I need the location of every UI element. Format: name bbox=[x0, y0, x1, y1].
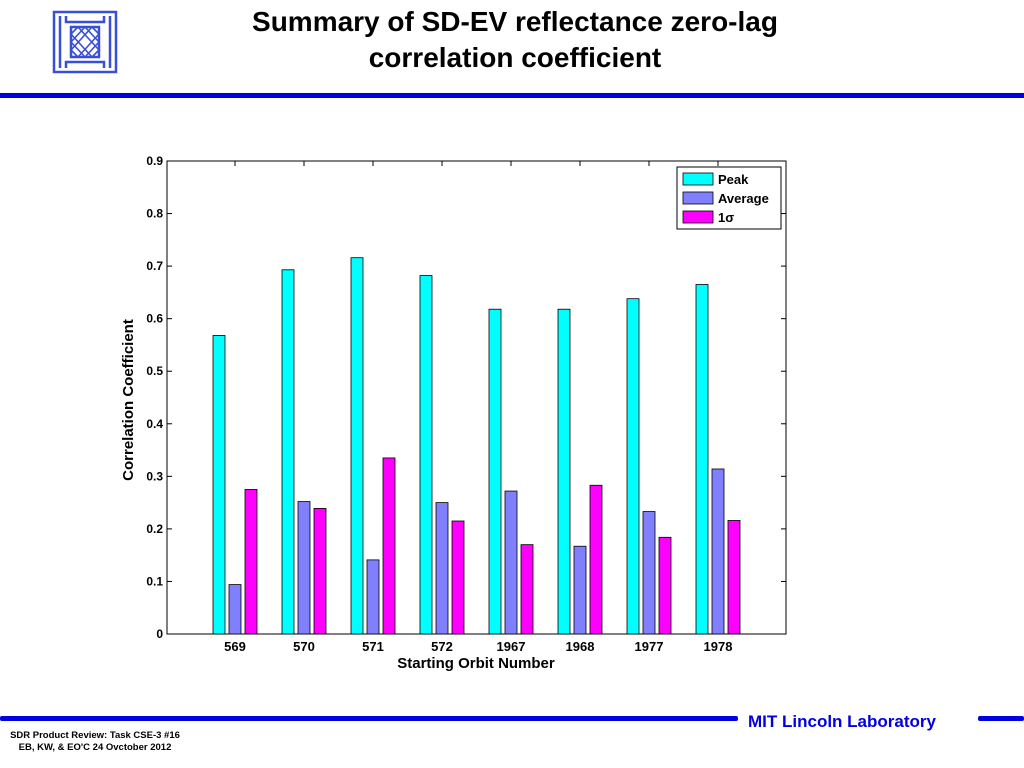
footer-notes: SDR Product Review: Task CSE-3 #16 EB, K… bbox=[0, 730, 190, 754]
bar-peak-569 bbox=[212, 335, 226, 635]
legend-swatch bbox=[682, 191, 714, 205]
y-tick-label: 0 bbox=[156, 627, 163, 641]
bar-average-570 bbox=[297, 501, 311, 635]
bar-1-1968 bbox=[589, 484, 603, 635]
x-tick-label: 1978 bbox=[704, 639, 733, 654]
y-axis-title: Correlation Coefficient bbox=[120, 319, 137, 481]
footer-organization: MIT Lincoln Laboratory bbox=[748, 712, 936, 731]
bars bbox=[212, 257, 741, 635]
slide-title-line-2: correlation coefficient bbox=[368, 42, 662, 73]
x-tick-label: 570 bbox=[293, 639, 315, 654]
bar-1-1978 bbox=[727, 520, 741, 635]
footer-note-line-2: EB, KW, & EO'C 24 Ovctober 2012 bbox=[18, 742, 172, 753]
bar-peak-1967 bbox=[488, 308, 502, 635]
y-tick-label: 0.2 bbox=[146, 522, 163, 536]
slide-title: Summary of SD-EV reflectance zero-lag co… bbox=[140, 4, 890, 76]
y-tick-label: 0.5 bbox=[146, 364, 163, 378]
bar-1-1967 bbox=[520, 544, 534, 635]
legend-swatch bbox=[682, 210, 714, 224]
bar-1-570 bbox=[313, 507, 327, 635]
bar-1-569 bbox=[244, 489, 258, 635]
bar-average-1967 bbox=[504, 490, 518, 635]
y-axis: 0 0.1 0.2 0.3 0.4 0.5 0.6 0.7 0.8 0.9 bbox=[146, 154, 786, 641]
legend-swatch bbox=[682, 172, 714, 186]
x-tick-label: 569 bbox=[224, 639, 246, 654]
mit-ll-logo-icon bbox=[52, 10, 118, 74]
bar-peak-1968 bbox=[557, 308, 571, 635]
bar-average-1977 bbox=[642, 511, 656, 635]
bar-peak-571 bbox=[350, 257, 364, 635]
slide-title-line-1: Summary of SD-EV reflectance zero-lag bbox=[252, 6, 778, 37]
x-tick-label: 571 bbox=[362, 639, 384, 654]
footer-divider-right bbox=[978, 716, 1024, 721]
bar-1-572 bbox=[451, 520, 465, 635]
bar-peak-570 bbox=[281, 269, 295, 635]
footer-note-line-1: SDR Product Review: Task CSE-3 #16 bbox=[10, 730, 180, 741]
y-tick-label: 0.9 bbox=[146, 154, 163, 168]
x-tick-label: 572 bbox=[431, 639, 453, 654]
bar-peak-572 bbox=[419, 275, 433, 635]
bar-peak-1978 bbox=[695, 284, 709, 635]
plot-frame bbox=[166, 160, 787, 635]
y-tick-label: 0.8 bbox=[146, 207, 163, 221]
title-divider bbox=[0, 93, 1024, 98]
legend-label: 1σ bbox=[718, 210, 734, 225]
bar-peak-1977 bbox=[626, 298, 640, 635]
footer-divider-left bbox=[0, 716, 738, 721]
y-tick-label: 0.1 bbox=[146, 574, 163, 588]
x-tick-label: 1977 bbox=[635, 639, 664, 654]
bar-average-572 bbox=[435, 502, 449, 635]
legend-label: Average bbox=[718, 191, 769, 206]
y-tick-label: 0.4 bbox=[146, 417, 163, 431]
legend-label: Peak bbox=[718, 172, 749, 187]
y-tick-label: 0.6 bbox=[146, 312, 163, 326]
bar-average-571 bbox=[366, 559, 380, 635]
bar-average-1968 bbox=[573, 545, 587, 635]
x-axis: 569 570 571 572 1967 1968 1977 1978 bbox=[224, 161, 732, 654]
y-tick-label: 0.3 bbox=[146, 469, 163, 483]
legend: Peak Average 1σ bbox=[676, 166, 782, 230]
bar-average-1978 bbox=[711, 468, 725, 635]
bar-1-1977 bbox=[658, 536, 672, 635]
bar-average-569 bbox=[228, 584, 242, 635]
y-tick-label: 0.7 bbox=[146, 259, 163, 273]
plot-area bbox=[166, 160, 787, 635]
x-axis-title: Starting Orbit Number bbox=[397, 655, 555, 672]
x-tick-label: 1967 bbox=[497, 639, 526, 654]
x-tick-label: 1968 bbox=[566, 639, 595, 654]
bar-1-571 bbox=[382, 457, 396, 635]
